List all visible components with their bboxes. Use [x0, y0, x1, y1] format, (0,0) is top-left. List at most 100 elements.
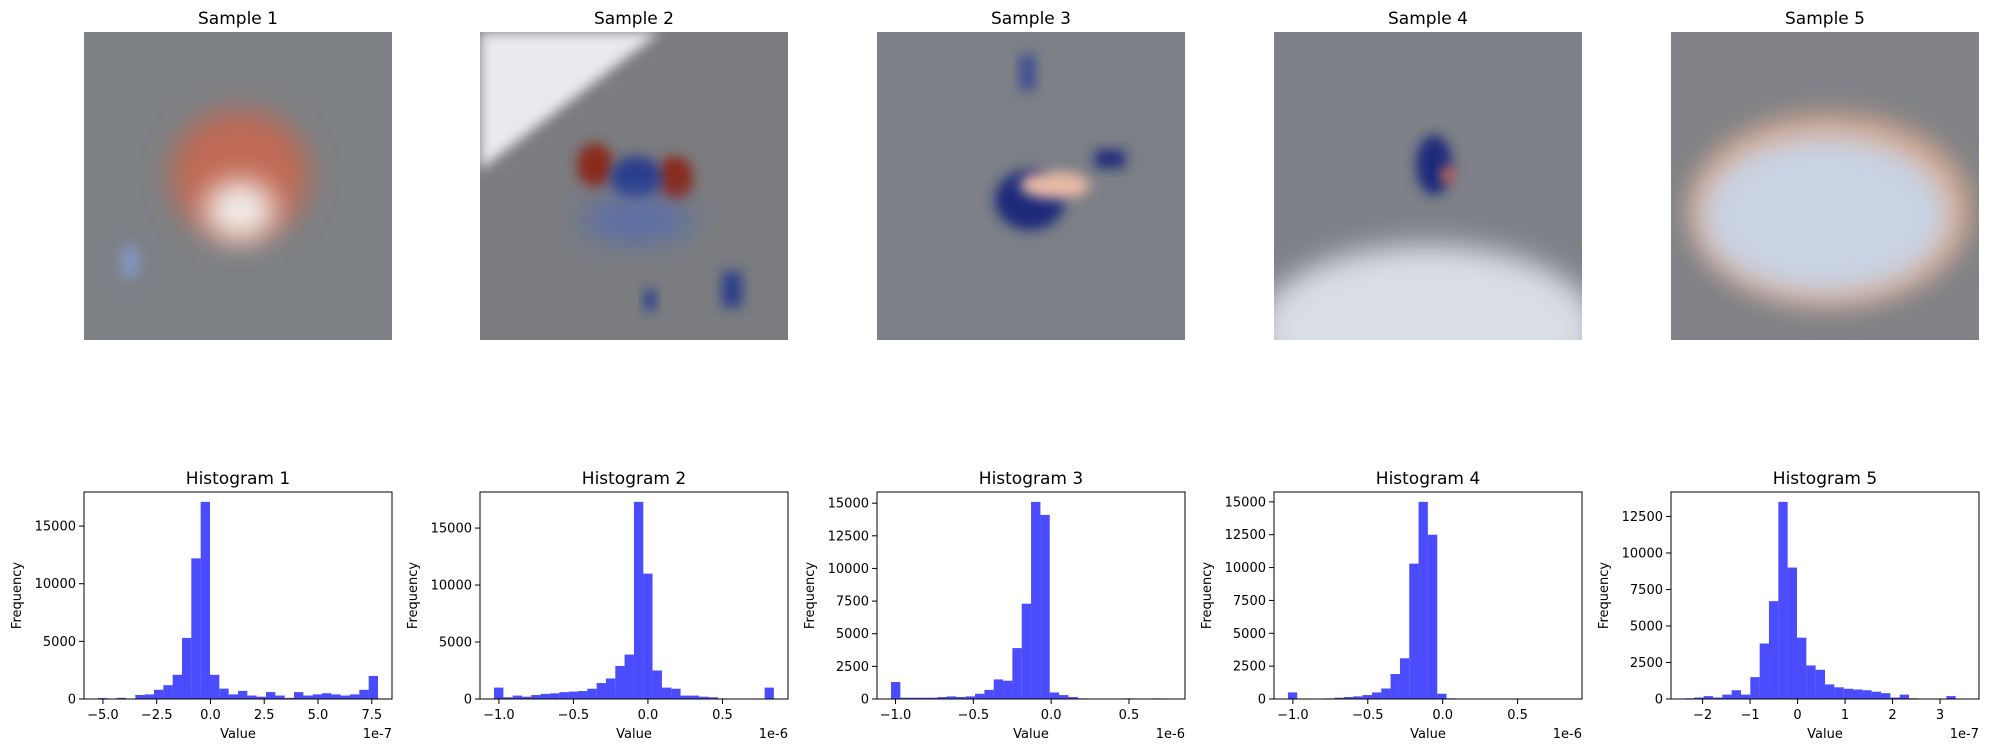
- y-tick-label: 10000: [1225, 561, 1266, 576]
- y-tick-label: 5000: [1233, 627, 1266, 642]
- y-tick-label: 15000: [1225, 495, 1266, 510]
- bar: [671, 688, 681, 699]
- x-axis-label: Value: [1410, 727, 1446, 742]
- bar: [1750, 677, 1760, 699]
- bar: [1334, 697, 1344, 699]
- y-tick-label: 5000: [1630, 619, 1663, 634]
- bar: [1390, 674, 1400, 699]
- y-tick-label: 0: [1655, 693, 1663, 708]
- bar: [153, 689, 164, 699]
- bar: [1852, 689, 1863, 699]
- bar: [368, 675, 379, 699]
- y-tick-label: 7500: [1233, 594, 1266, 609]
- bar: [577, 691, 588, 699]
- x-tick-label: 0: [1793, 708, 1801, 723]
- bar: [633, 501, 644, 699]
- bar: [568, 691, 578, 699]
- bar: [919, 697, 929, 699]
- sample-title: Sample 4: [1388, 9, 1468, 29]
- bar: [624, 654, 634, 699]
- y-tick-label: 0: [1258, 693, 1266, 708]
- bar: [1427, 534, 1438, 699]
- y-tick-label: 5000: [439, 636, 472, 651]
- bar: [587, 688, 597, 699]
- bar: [596, 683, 606, 699]
- bar: [1741, 694, 1751, 699]
- y-axis-label: Frequency: [1597, 562, 1612, 629]
- bar: [1890, 697, 1900, 699]
- x-axis-label: Value: [616, 727, 652, 742]
- bar: [984, 689, 994, 699]
- bar: [200, 501, 210, 699]
- bar: [891, 682, 901, 699]
- bar: [331, 694, 341, 699]
- bar: [1722, 694, 1732, 699]
- bar: [209, 674, 220, 699]
- bar: [163, 685, 173, 699]
- y-tick-label: 15000: [431, 522, 472, 537]
- bar: [1362, 695, 1372, 699]
- axes-frame: [1670, 491, 1980, 700]
- bar: [1343, 697, 1354, 699]
- bar: [322, 693, 332, 699]
- bar: [708, 697, 718, 699]
- bar: [1815, 669, 1826, 699]
- bar: [764, 687, 774, 699]
- x-tick-label: 0.0: [1041, 708, 1062, 723]
- bar: [1381, 688, 1391, 699]
- y-tick-label: 5000: [43, 635, 76, 650]
- bar: [1049, 692, 1060, 699]
- bar: [680, 695, 690, 699]
- bar: [135, 694, 145, 699]
- bar: [1946, 696, 1956, 699]
- bar: [1787, 567, 1798, 699]
- bar: [1731, 690, 1742, 699]
- x-tick-label: 5.0: [308, 708, 329, 723]
- bar: [238, 690, 248, 699]
- bar: [1712, 697, 1723, 699]
- bar: [144, 694, 154, 699]
- bar: [559, 692, 569, 699]
- bar: [116, 697, 126, 699]
- y-axis-label: Frequency: [1200, 562, 1215, 629]
- bar: [956, 697, 966, 699]
- bar: [303, 695, 313, 699]
- bar: [615, 665, 625, 699]
- x-tick-label: 0.5: [712, 708, 733, 723]
- x-tick-label: 7.5: [361, 708, 382, 723]
- sample-image: [1671, 32, 1979, 340]
- bar: [247, 695, 257, 699]
- bar: [1003, 680, 1013, 699]
- sample-title: Sample 1: [198, 9, 278, 29]
- bar: [699, 696, 709, 699]
- y-tick-label: 0: [861, 693, 869, 708]
- bar: [1068, 697, 1078, 699]
- y-tick-label: 10000: [35, 577, 76, 592]
- bar: [1843, 688, 1853, 699]
- bar: [550, 693, 560, 699]
- bar: [1353, 696, 1363, 699]
- x-tick-label: −2.5: [141, 708, 173, 723]
- bar: [1694, 697, 1704, 699]
- bar: [1399, 658, 1410, 699]
- bar: [294, 692, 304, 699]
- sample-image: [877, 32, 1185, 340]
- x-offset-label: 1e-6: [1156, 727, 1185, 742]
- bar: [1040, 514, 1050, 699]
- bar: [1881, 693, 1891, 699]
- bar: [1437, 693, 1447, 699]
- axes-frame: [1273, 491, 1583, 700]
- bar: [503, 697, 513, 699]
- bar: [1287, 692, 1298, 699]
- y-tick-label: 2500: [836, 660, 869, 675]
- x-axis-label: Value: [1013, 727, 1049, 742]
- bar: [228, 694, 238, 699]
- bar: [993, 679, 1004, 699]
- x-tick-label: 0.0: [638, 708, 659, 723]
- bar: [1806, 665, 1816, 699]
- x-tick-label: −0.5: [1352, 708, 1384, 723]
- x-tick-label: 0.5: [1119, 708, 1140, 723]
- x-tick-label: −0.5: [558, 708, 590, 723]
- bar: [1899, 694, 1909, 699]
- y-tick-label: 2500: [1233, 660, 1266, 675]
